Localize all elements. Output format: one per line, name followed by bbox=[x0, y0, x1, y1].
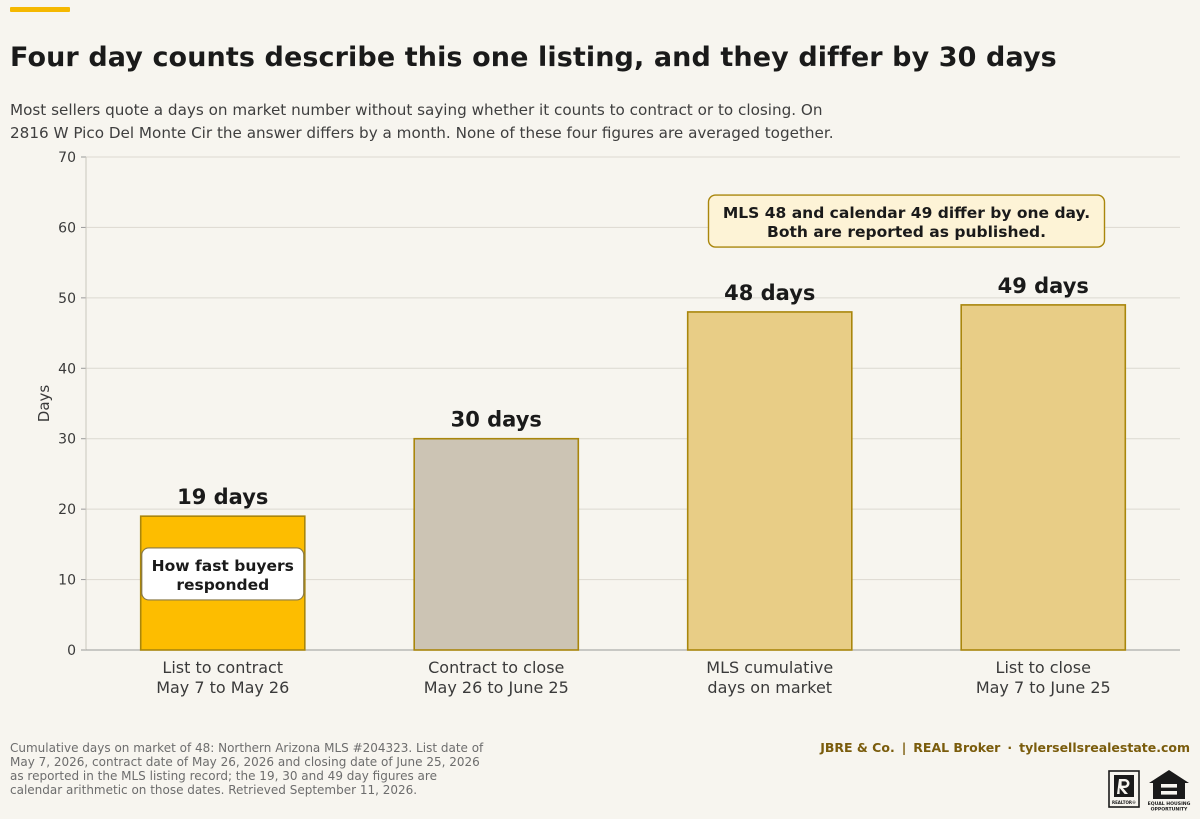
annotation-text: Both are reported as published. bbox=[767, 223, 1046, 241]
brand-separator: | bbox=[901, 740, 907, 755]
x-tick-label: May 7 to June 25 bbox=[976, 678, 1111, 697]
bar-value-label: 49 days bbox=[998, 274, 1089, 298]
x-tick-label: List to contract bbox=[162, 658, 283, 677]
x-tick-label: May 7 to May 26 bbox=[156, 678, 289, 697]
subtitle-line: 2816 W Pico Del Monte Cir the answer dif… bbox=[10, 124, 834, 142]
x-tick-label: Contract to close bbox=[428, 658, 564, 677]
y-tick-label: 70 bbox=[58, 150, 76, 166]
x-tick-label: MLS cumulative bbox=[706, 658, 833, 677]
annotation-text: responded bbox=[176, 576, 269, 594]
bar-chart: 0 10 20 30 40 50 60 70 Days 19 days List to contra… bbox=[35, 150, 1180, 697]
y-tick-label: 60 bbox=[58, 220, 76, 236]
brand-separator: · bbox=[1007, 740, 1013, 755]
svg-text:REALTOR®: REALTOR® bbox=[1112, 800, 1136, 805]
annotation-text: MLS 48 and calendar 49 differ by one day… bbox=[723, 204, 1090, 222]
y-tick-label: 30 bbox=[58, 432, 76, 448]
x-tick-label: days on market bbox=[707, 678, 832, 697]
brand-website[interactable]: tylersellsrealestate.com bbox=[1019, 740, 1190, 755]
annotation-box bbox=[707, 194, 1106, 248]
brand-broker: REAL Broker bbox=[913, 740, 1001, 755]
y-tick-label: 0 bbox=[67, 643, 76, 659]
bar bbox=[413, 437, 580, 651]
bar bbox=[686, 311, 853, 651]
annotation-text: How fast buyers bbox=[152, 557, 294, 575]
svg-text:EQUAL HOUSING: EQUAL HOUSING bbox=[1148, 801, 1191, 807]
x-tick-label: List to close bbox=[996, 658, 1091, 677]
bar bbox=[960, 304, 1127, 651]
chart-subtitle: Most sellers quote a days on market numb… bbox=[10, 99, 890, 145]
svg-text:OPPORTUNITY: OPPORTUNITY bbox=[1151, 807, 1188, 813]
annotation-box bbox=[141, 547, 305, 601]
bar-value-label: 30 days bbox=[451, 408, 542, 432]
footnote-line: as reported in the MLS listing record; t… bbox=[10, 769, 437, 783]
equal-housing-icon: EQUAL HOUSING OPPORTUNITY bbox=[1148, 770, 1191, 813]
chart-title: Four day counts describe this one listin… bbox=[10, 42, 1057, 73]
y-tick-label: 20 bbox=[58, 502, 76, 518]
bar-value-label: 19 days bbox=[177, 485, 268, 509]
brand-company: JBRE & Co. bbox=[820, 740, 895, 755]
realtor-logo-icon: REALTOR® bbox=[1108, 770, 1140, 808]
footnote-line: calendar arithmetic on those dates. Retr… bbox=[10, 783, 418, 797]
y-tick-label: 50 bbox=[58, 291, 76, 307]
footnote-line: May 7, 2026, contract date of May 26, 20… bbox=[10, 755, 480, 769]
brand-line: JBRE & Co. | REAL Broker · tylersellsrealest… bbox=[820, 740, 1190, 755]
bar-value-label: 48 days bbox=[724, 281, 815, 305]
y-tick-label: 40 bbox=[58, 361, 76, 377]
y-axis-label: Days bbox=[35, 385, 53, 423]
y-tick-label: 10 bbox=[58, 573, 76, 589]
footnote-line: Cumulative days on market of 48: Norther… bbox=[10, 741, 484, 755]
subtitle-line: Most sellers quote a days on market numb… bbox=[10, 101, 823, 119]
source-footnote: Cumulative days on market of 48: Norther… bbox=[10, 741, 510, 797]
accent-bar bbox=[10, 7, 70, 12]
x-tick-label: May 26 to June 25 bbox=[424, 678, 569, 697]
